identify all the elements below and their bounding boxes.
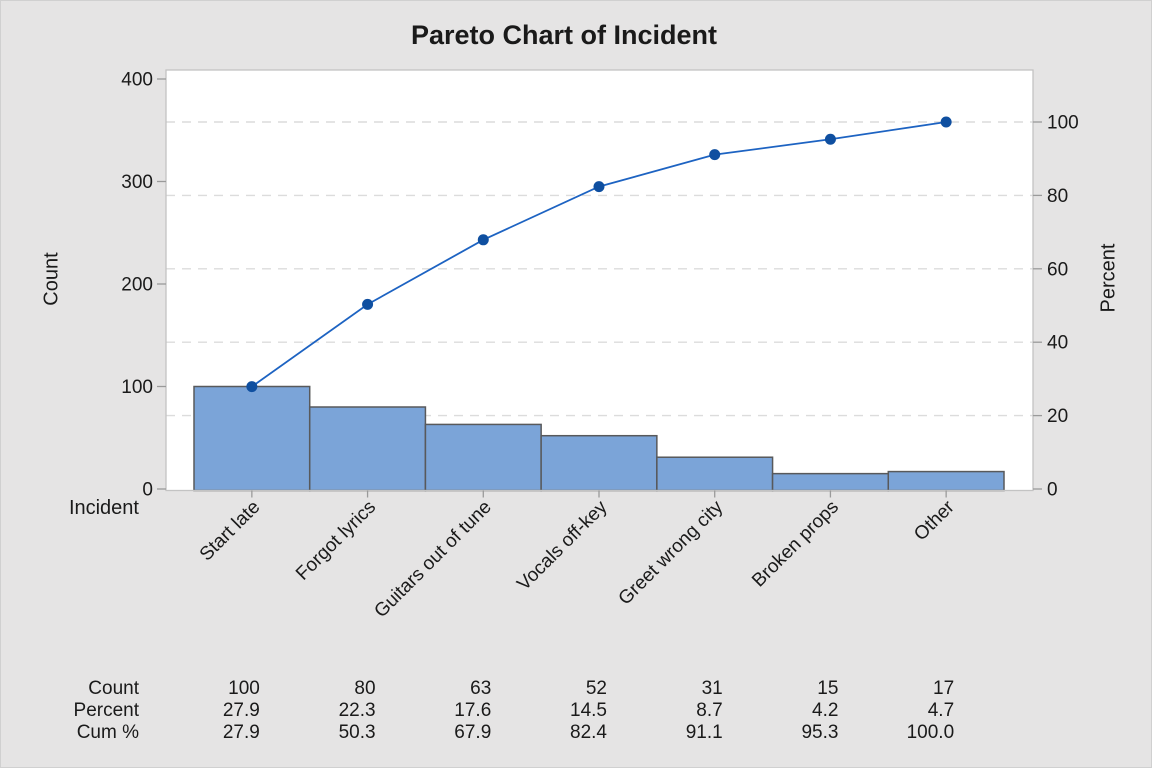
table-row-label: Count bbox=[88, 678, 139, 699]
table-cell: 14.5 bbox=[570, 700, 607, 721]
bar bbox=[656, 456, 774, 492]
table-cell: 31 bbox=[702, 678, 723, 699]
cumulative-point bbox=[362, 298, 374, 310]
table-cell: 91.1 bbox=[686, 722, 723, 743]
incident-axis-title: Incident bbox=[68, 497, 139, 519]
table-cell: 63 bbox=[470, 678, 491, 699]
table-cell: 50.3 bbox=[339, 722, 376, 743]
cumulative-point bbox=[477, 234, 489, 246]
table-cell: 67.9 bbox=[454, 722, 491, 743]
category-label: Greet wrong city bbox=[615, 496, 728, 609]
bar bbox=[193, 385, 311, 492]
count-tick-label: 100 bbox=[121, 377, 153, 398]
table-cell: 27.9 bbox=[223, 700, 260, 721]
percent-tick-label: 80 bbox=[1047, 186, 1068, 207]
cumulative-point bbox=[246, 381, 258, 393]
bar bbox=[308, 406, 427, 492]
table-cell: 17.6 bbox=[454, 700, 491, 721]
table-cell: 8.7 bbox=[696, 700, 722, 721]
category-label: Broken props bbox=[748, 497, 843, 592]
table-cell: 100.0 bbox=[907, 722, 955, 743]
table-cell: 52 bbox=[586, 678, 607, 699]
count-tick-label: 200 bbox=[121, 275, 153, 296]
chart-title: Pareto Chart of Incident bbox=[410, 20, 718, 50]
percent-tick-label: 100 bbox=[1047, 113, 1079, 134]
count-tick-label: 300 bbox=[121, 172, 153, 193]
bar bbox=[540, 434, 658, 492]
table-cell: 100 bbox=[228, 678, 260, 699]
count-tick-label: 0 bbox=[142, 480, 153, 501]
table-cell: 4.2 bbox=[812, 700, 838, 721]
table-cell: 80 bbox=[354, 678, 375, 699]
cumulative-point bbox=[824, 133, 836, 145]
table-cell: 15 bbox=[817, 678, 838, 699]
cumulative-point bbox=[593, 181, 605, 193]
table-row-label: Cum % bbox=[77, 722, 139, 743]
cumulative-point bbox=[709, 149, 721, 161]
percent-tick-label: 40 bbox=[1047, 333, 1068, 354]
percent-tick-label: 60 bbox=[1047, 259, 1068, 280]
table-row-label: Percent bbox=[74, 700, 140, 721]
table-cell: 27.9 bbox=[223, 722, 260, 743]
category-label: Other bbox=[910, 496, 959, 545]
table-cell: 4.7 bbox=[928, 700, 954, 721]
bar bbox=[771, 472, 890, 492]
cumulative-point bbox=[940, 116, 952, 128]
category-label: Vocals off-key bbox=[513, 496, 612, 595]
bar bbox=[887, 470, 1005, 492]
category-label: Start late bbox=[196, 497, 265, 566]
table-cell: 22.3 bbox=[339, 700, 376, 721]
percent-tick-label: 0 bbox=[1047, 480, 1058, 501]
bar bbox=[424, 423, 542, 492]
category-label: Guitars out of tune bbox=[370, 497, 495, 622]
category-label: Forgot lyrics bbox=[292, 497, 380, 585]
table-cell: 95.3 bbox=[801, 722, 838, 743]
count-tick-label: 400 bbox=[121, 70, 153, 91]
percent-tick-label: 20 bbox=[1047, 406, 1068, 427]
table-cell: 17 bbox=[933, 678, 954, 699]
table-cell: 82.4 bbox=[570, 722, 607, 743]
